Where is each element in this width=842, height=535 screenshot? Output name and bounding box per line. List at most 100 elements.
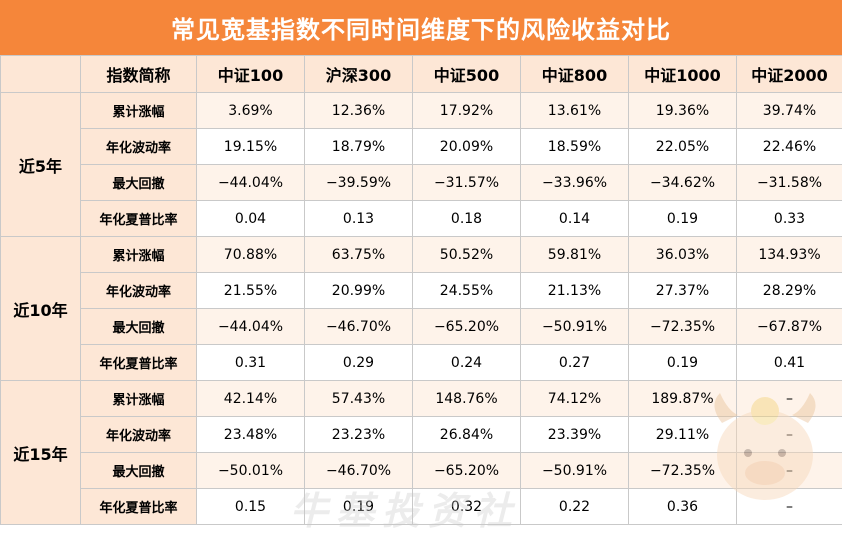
metric-label: 累计涨幅 [81,93,197,129]
metric-label: 年化夏普比率 [81,345,197,381]
page-title: 常见宽基指数不同时间维度下的风险收益对比 [0,0,842,55]
value-cell: 18.79% [305,129,413,165]
value-cell: 27.37% [629,273,737,309]
value-cell: – [737,453,842,489]
metric-label: 年化波动率 [81,129,197,165]
header-cell: 指数简称 [81,56,197,93]
value-cell: 23.23% [305,417,413,453]
value-cell: −31.58% [737,165,842,201]
value-cell: 189.87% [629,381,737,417]
header-cell: 中证500 [413,56,521,93]
header-cell: 中证1000 [629,56,737,93]
title-text: 常见宽基指数不同时间维度下的风险收益对比 [171,10,671,45]
value-cell: 0.22 [521,489,629,525]
value-cell: 63.75% [305,237,413,273]
value-cell: 19.36% [629,93,737,129]
value-cell: −33.96% [521,165,629,201]
period-label: 近15年 [1,381,81,525]
header-cell: 中证100 [197,56,305,93]
value-cell: 21.13% [521,273,629,309]
value-cell: 0.36 [629,489,737,525]
value-cell: 13.61% [521,93,629,129]
value-cell: 59.81% [521,237,629,273]
metric-label: 最大回撤 [81,309,197,345]
value-cell: 0.41 [737,345,842,381]
value-cell: 18.59% [521,129,629,165]
metric-label: 年化波动率 [81,417,197,453]
value-cell: 0.29 [305,345,413,381]
value-cell: 3.69% [197,93,305,129]
value-cell: 0.27 [521,345,629,381]
value-cell: −65.20% [413,309,521,345]
metric-label: 最大回撤 [81,453,197,489]
value-cell: 70.88% [197,237,305,273]
value-cell: 0.13 [305,201,413,237]
value-cell: 22.05% [629,129,737,165]
value-cell: – [737,381,842,417]
value-cell: 22.46% [737,129,842,165]
header-row: 指数简称 中证100 沪深300 中证500 中证800 中证1000 中证20… [1,56,842,93]
value-cell: 0.19 [305,489,413,525]
value-cell: 148.76% [413,381,521,417]
comparison-table: 指数简称 中证100 沪深300 中证500 中证800 中证1000 中证20… [0,55,842,525]
value-cell: −72.35% [629,453,737,489]
value-cell: 19.15% [197,129,305,165]
metric-label: 累计涨幅 [81,381,197,417]
value-cell: −72.35% [629,309,737,345]
value-cell: 39.74% [737,93,842,129]
metric-label: 年化波动率 [81,273,197,309]
value-cell: 0.32 [413,489,521,525]
metric-label: 年化夏普比率 [81,201,197,237]
value-cell: −50.91% [521,309,629,345]
value-cell: 0.19 [629,201,737,237]
value-cell: 74.12% [521,381,629,417]
header-cell: 中证800 [521,56,629,93]
header-cell: 沪深300 [305,56,413,93]
period-label: 近10年 [1,237,81,381]
value-cell: 0.31 [197,345,305,381]
value-cell: 57.43% [305,381,413,417]
value-cell: 134.93% [737,237,842,273]
value-cell: 23.39% [521,417,629,453]
corner-cell [1,56,81,93]
value-cell: – [737,417,842,453]
value-cell: −50.91% [521,453,629,489]
value-cell: 23.48% [197,417,305,453]
value-cell: −46.70% [305,309,413,345]
metric-label: 累计涨幅 [81,237,197,273]
header-cell: 中证2000 [737,56,842,93]
value-cell: −44.04% [197,309,305,345]
value-cell: −34.62% [629,165,737,201]
value-cell: 29.11% [629,417,737,453]
value-cell: −31.57% [413,165,521,201]
value-cell: −67.87% [737,309,842,345]
table-row: 最大回撤−44.04%−39.59%−31.57%−33.96%−34.62%−… [1,165,842,201]
value-cell: 0.04 [197,201,305,237]
value-cell: 0.18 [413,201,521,237]
value-cell: 17.92% [413,93,521,129]
value-cell: 24.55% [413,273,521,309]
value-cell: −39.59% [305,165,413,201]
value-cell: −65.20% [413,453,521,489]
page: 常见宽基指数不同时间维度下的风险收益对比 指数简称 中证100 沪深300 中证… [0,0,842,524]
value-cell: 20.99% [305,273,413,309]
table-row: 最大回撤−44.04%−46.70%−65.20%−50.91%−72.35%−… [1,309,842,345]
metric-label: 最大回撤 [81,165,197,201]
value-cell: 0.14 [521,201,629,237]
value-cell: −46.70% [305,453,413,489]
value-cell: −44.04% [197,165,305,201]
table-row: 最大回撤−50.01%−46.70%−65.20%−50.91%−72.35%– [1,453,842,489]
value-cell: 0.24 [413,345,521,381]
value-cell: 28.29% [737,273,842,309]
value-cell: 12.36% [305,93,413,129]
value-cell: −50.01% [197,453,305,489]
value-cell: 42.14% [197,381,305,417]
